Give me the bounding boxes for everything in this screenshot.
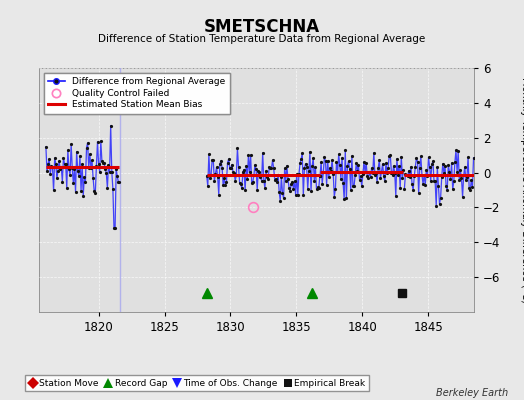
- Text: Berkeley Earth: Berkeley Earth: [436, 388, 508, 398]
- Legend: Station Move, Record Gap, Time of Obs. Change, Empirical Break: Station Move, Record Gap, Time of Obs. C…: [26, 375, 369, 392]
- Text: SMETSCHNA: SMETSCHNA: [204, 18, 320, 36]
- Legend: Difference from Regional Average, Quality Control Failed, Estimated Station Mean: Difference from Regional Average, Qualit…: [44, 72, 230, 114]
- Text: Difference of Station Temperature Data from Regional Average: Difference of Station Temperature Data f…: [99, 34, 425, 44]
- Y-axis label: Monthly Temperature Anomaly Difference (°C): Monthly Temperature Anomaly Difference (…: [520, 77, 524, 303]
